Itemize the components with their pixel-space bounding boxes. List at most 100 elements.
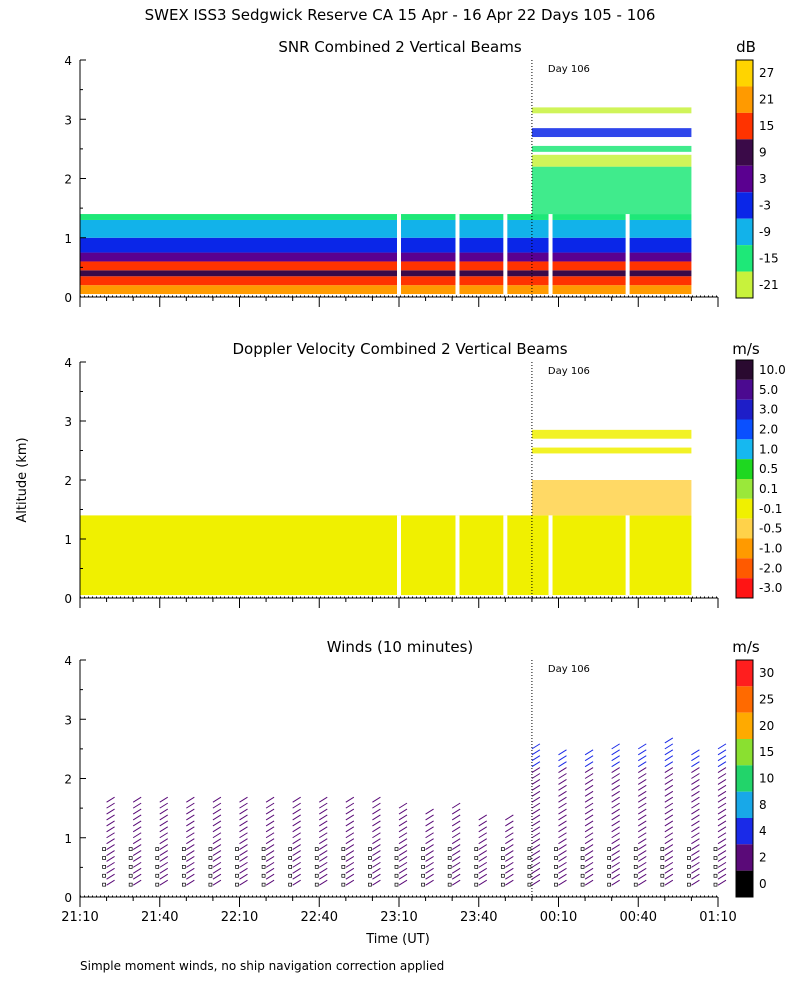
wind-barb-column <box>314 796 328 887</box>
wind-barb <box>611 790 620 797</box>
wind-calm-marker <box>181 865 186 869</box>
wind-calm-marker <box>660 882 665 887</box>
colorbar-swatch <box>736 844 753 871</box>
wind-calm-marker <box>474 847 479 851</box>
wind-barb <box>265 826 275 833</box>
wind-barb <box>398 856 408 862</box>
wind-barb <box>637 767 647 773</box>
wind-barb <box>451 832 461 839</box>
wind-barb <box>372 856 381 862</box>
wind-barb <box>186 826 195 833</box>
wind-barb <box>345 802 355 809</box>
y-tick-label: 1 <box>64 533 72 547</box>
wind-barb <box>159 826 169 833</box>
wind-barb <box>265 802 275 809</box>
wind-barb <box>345 808 355 815</box>
wind-barb <box>611 832 620 839</box>
wind-barb <box>212 856 222 862</box>
wind-barb <box>637 743 647 750</box>
wind-barb <box>531 861 541 868</box>
wind-barb <box>611 808 620 815</box>
wind-barb <box>691 755 700 762</box>
y-tick-label: 4 <box>64 356 72 370</box>
colorbar-label: 3.0 <box>759 403 778 417</box>
wind-calm-marker <box>155 865 160 869</box>
wind-barb <box>478 873 488 880</box>
wind-barb <box>318 802 328 809</box>
colorbar-swatch <box>736 791 753 818</box>
wind-barb <box>186 861 195 868</box>
wind-barb <box>318 850 328 856</box>
wind-calm-marker <box>208 873 213 878</box>
wind-barb <box>531 867 541 874</box>
wind-barb <box>186 867 195 874</box>
wind-calm-marker <box>394 882 399 887</box>
colorbar-label: 10 <box>759 772 774 786</box>
wind-barb <box>106 867 115 874</box>
x-tick-label: 23:40 <box>460 910 497 925</box>
wind-calm-marker <box>314 865 319 869</box>
wind-calm-marker <box>155 856 160 860</box>
wind-barb <box>318 856 328 862</box>
wind-calm-marker <box>447 882 452 887</box>
wind-barb <box>159 856 169 862</box>
wind-calm-marker <box>580 873 585 878</box>
colorbar-label: 0 <box>759 877 767 891</box>
wind-barb <box>425 826 434 833</box>
wind-calm-marker <box>474 865 479 869</box>
wind-calm-marker <box>128 873 133 878</box>
wind-barb <box>398 814 408 821</box>
wind-barb <box>717 867 727 874</box>
wind-barb <box>292 808 301 815</box>
wind-barb <box>451 856 461 862</box>
wind-calm-marker <box>447 856 452 860</box>
wind-barb <box>531 879 541 886</box>
wind-barb <box>717 755 727 762</box>
data-gap <box>548 214 553 295</box>
wind-barb <box>159 861 169 868</box>
wind-barb <box>372 873 381 880</box>
wind-barb <box>691 749 700 756</box>
wind-barb <box>451 808 461 815</box>
wind-barb <box>691 844 700 851</box>
wind-barb <box>717 761 727 768</box>
wind-calm-marker <box>128 856 133 860</box>
colorbar-units: m/s <box>732 638 760 656</box>
wind-barb-column <box>687 749 700 887</box>
wind-barb <box>132 832 142 839</box>
wind-barb <box>106 808 115 815</box>
wind-barb <box>717 814 727 821</box>
wind-barb <box>106 844 115 851</box>
wind-barb <box>372 826 381 833</box>
wind-barb-column <box>181 796 195 887</box>
heatmap-layer <box>80 270 692 277</box>
wind-barb <box>239 879 248 886</box>
wind-barb <box>159 850 169 856</box>
wind-barb <box>505 856 514 862</box>
wind-barb <box>664 784 674 791</box>
wind-barb <box>531 856 541 862</box>
wind-barb <box>637 808 647 815</box>
wind-barb <box>531 755 541 762</box>
wind-calm-marker <box>314 856 319 860</box>
wind-barb <box>691 773 700 779</box>
data-gap <box>625 515 630 596</box>
wind-barb <box>265 814 275 821</box>
wind-barb <box>372 808 381 815</box>
wind-barb <box>558 755 567 762</box>
wind-barb-column <box>261 796 275 887</box>
wind-calm-marker <box>181 882 186 887</box>
panel-1: SNR Combined 2 Vertical Beams dB Day 106 0 1… <box>64 38 779 307</box>
wind-barb <box>637 749 647 756</box>
wind-barb <box>159 796 169 803</box>
wind-barb <box>292 826 301 833</box>
colorbar-label: 10.0 <box>759 363 786 377</box>
wind-calm-marker <box>713 873 718 878</box>
wind-barb <box>584 820 594 827</box>
colorbar-label: 9 <box>759 146 767 160</box>
wind-barb <box>637 802 647 809</box>
wind-barb <box>664 755 674 762</box>
wind-barb <box>292 820 301 827</box>
wind-calm-marker <box>713 847 718 851</box>
